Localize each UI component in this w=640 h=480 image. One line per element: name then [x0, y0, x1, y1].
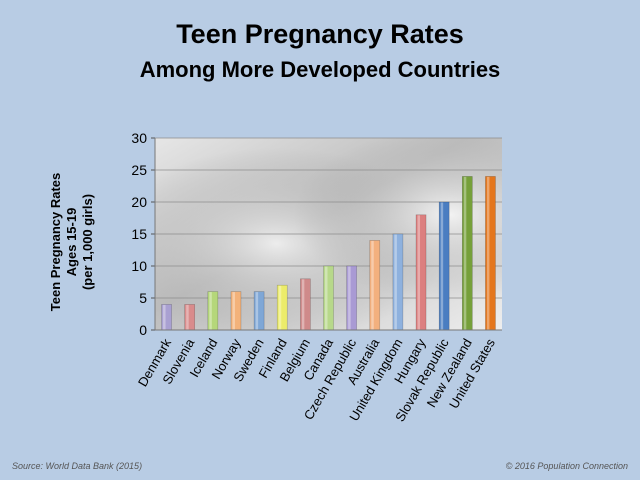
copyright-note: © 2016 Population Connection: [505, 461, 628, 471]
bar-chart: 0 5 10 15 20 25 30 DenmarkSloveniaIcelandNorwa…: [131, 130, 502, 424]
bar-highlight: [325, 266, 328, 330]
bar-highlight: [417, 215, 421, 330]
y-tick-label: 20: [131, 194, 147, 210]
bar-highlight: [348, 266, 351, 330]
y-tick-label: 30: [131, 130, 147, 146]
source-note: Source: World Data Bank (2015): [12, 461, 143, 471]
y-tick-label: 0: [139, 322, 147, 338]
bar-highlight: [255, 292, 259, 330]
bar-highlight: [394, 234, 397, 330]
chart-title: Teen Pregnancy Rates: [176, 19, 464, 49]
y-tick-label: 15: [131, 226, 147, 242]
bar-highlight: [163, 304, 166, 330]
bar-highlight: [486, 176, 490, 330]
y-tick-label: 25: [131, 162, 147, 178]
bar-highlight: [440, 202, 444, 330]
bar-highlight: [232, 292, 235, 330]
bar-highlight: [209, 292, 212, 330]
y-tick-labels: 0 5 10 15 20 25 30: [131, 130, 147, 338]
bar-highlight: [186, 304, 189, 330]
bar-highlight: [301, 279, 305, 330]
y-tick-label: 5: [139, 290, 147, 306]
y-tick-label: 10: [131, 258, 147, 274]
bar-highlight: [278, 285, 282, 330]
axes: [154, 138, 502, 331]
x-tick-labels: DenmarkSloveniaIcelandNorwaySwedenFinlan…: [135, 335, 498, 424]
bars: [161, 176, 496, 331]
chart-subtitle: Among More Developed Countries: [139, 57, 501, 82]
bar-highlight: [463, 176, 467, 330]
bar-highlight: [371, 240, 374, 330]
